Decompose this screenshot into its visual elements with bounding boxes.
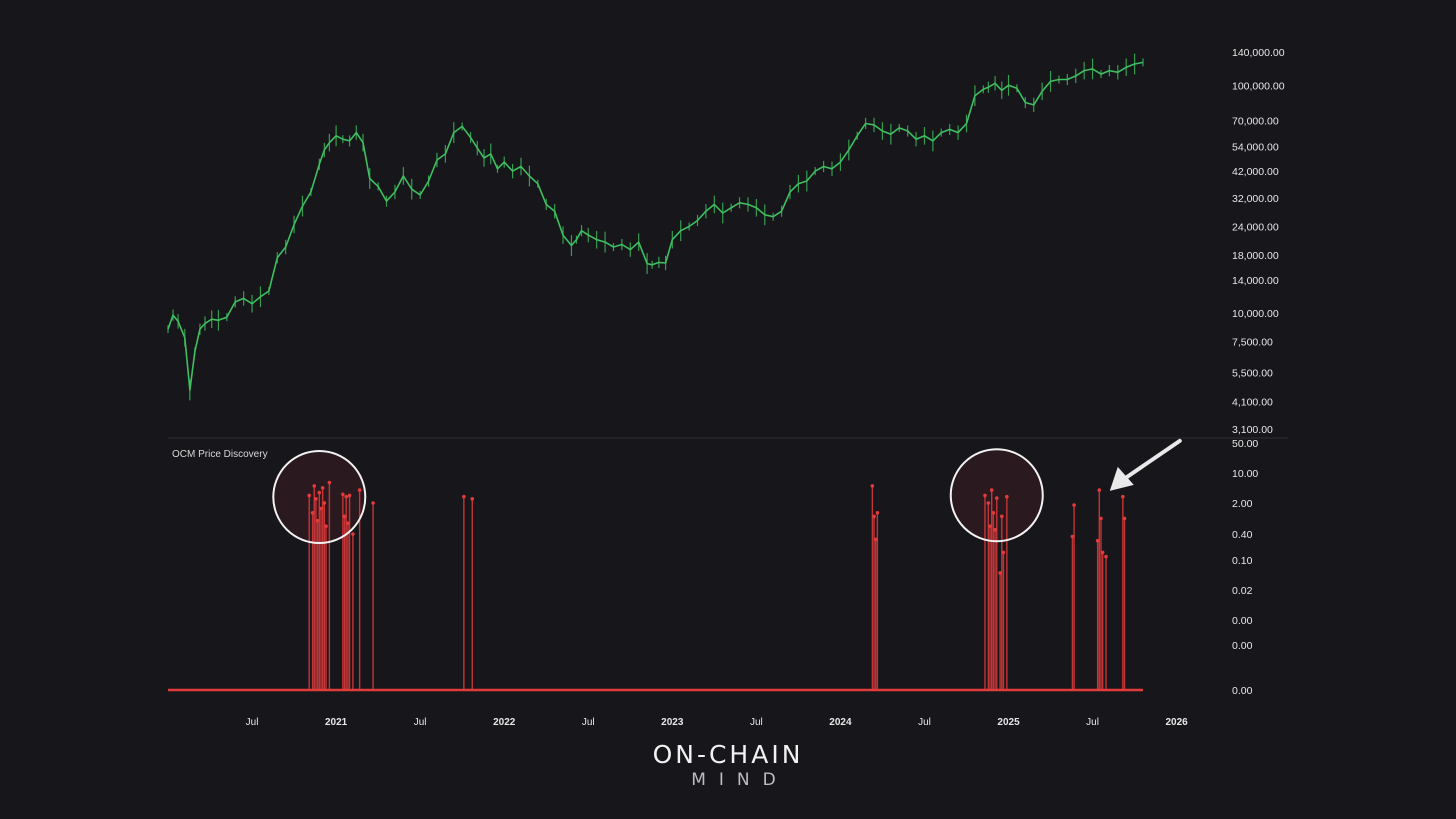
x-tick: Jul: [246, 717, 259, 728]
indicator-point: [371, 501, 375, 505]
indicator-point: [317, 490, 322, 495]
indicator-y-tick: 0.00: [1232, 615, 1253, 627]
x-tick: 2024: [829, 717, 852, 728]
indicator-point: [319, 506, 323, 511]
indicator-point: [986, 501, 991, 505]
indicator-point: [315, 518, 320, 523]
indicator-point: [1095, 538, 1100, 543]
indicator-point: [1099, 516, 1103, 521]
indicator-point: [993, 527, 997, 532]
indicator-y-tick: 2.00: [1232, 498, 1253, 510]
indicator-point: [875, 511, 880, 515]
indicator-point: [346, 521, 350, 526]
indicator-y-tick: 0.02: [1232, 585, 1253, 597]
indicator-point: [312, 484, 317, 488]
highlight-circle: [949, 448, 1044, 543]
x-tick: 2026: [1165, 717, 1188, 728]
price-y-tick: 4,100.00: [1232, 396, 1273, 408]
indicator-point: [341, 492, 345, 497]
indicator-point: [470, 497, 475, 501]
indicator-point: [462, 494, 466, 499]
indicator-point: [322, 501, 327, 505]
indicator-y-axis: 50.00 10.00 2.00 0.40 0.10 0.02 0.00 0.00 0.00: [1232, 438, 1258, 697]
indicator-y-tick: 50.00: [1232, 438, 1258, 450]
x-tick: Jul: [750, 717, 763, 728]
arrow-shaft: [1120, 438, 1182, 482]
x-tick: Jul: [582, 717, 595, 728]
price-y-tick: 100,000.00: [1232, 80, 1285, 92]
indicator-point: [873, 537, 878, 542]
indicator-point: [351, 532, 355, 536]
indicator-y-tick: 0.00: [1232, 685, 1253, 697]
indicator-point: [1072, 503, 1076, 507]
indicator-y-tick: 10.00: [1232, 468, 1258, 480]
indicator-point: [994, 496, 999, 500]
indicator-point: [344, 494, 348, 499]
price-y-tick: 32,000.00: [1232, 193, 1279, 205]
x-tick: 2023: [661, 717, 684, 728]
indicator-point: [1005, 494, 1009, 499]
price-y-tick: 14,000.00: [1232, 275, 1279, 287]
indicator-point: [1121, 494, 1125, 499]
highlight-circle: [272, 450, 367, 544]
indicator-point: [999, 514, 1004, 519]
indicator-point: [320, 486, 325, 490]
price-y-tick: 54,000.00: [1232, 141, 1279, 153]
price-y-tick: 10,000.00: [1232, 308, 1279, 320]
indicator-point: [307, 493, 312, 498]
price-y-tick: 140,000.00: [1232, 47, 1285, 59]
indicator-point: [998, 571, 1002, 575]
brand-logo-top: ON-CHAIN: [652, 740, 804, 769]
indicator-point: [1122, 516, 1127, 521]
price-y-tick: 3,100.00: [1232, 424, 1273, 436]
price-y-tick: 42,000.00: [1232, 166, 1279, 178]
arrow-head: [1109, 466, 1134, 491]
price-y-tick: 70,000.00: [1232, 116, 1279, 128]
x-tick: 2025: [997, 717, 1020, 728]
indicator-y-tick: 0.00: [1232, 640, 1253, 652]
indicator-point: [983, 493, 987, 498]
indicator-panel: [168, 480, 1143, 692]
indicator-point: [989, 488, 994, 492]
indicator-point: [314, 497, 318, 501]
indicator-point: [1104, 554, 1108, 559]
x-tick: 2021: [325, 717, 348, 728]
indicator-y-tick: 0.40: [1232, 529, 1253, 541]
annotations: [272, 438, 1182, 544]
arrow-icon: [1109, 438, 1182, 491]
indicator-point: [1100, 550, 1105, 555]
indicator-point: [870, 484, 875, 488]
indicator-point: [347, 493, 352, 498]
price-y-tick: 5,500.00: [1232, 367, 1273, 379]
x-axis: Jul 2021 Jul 2022 Jul 2023 Jul 2024 Jul 2025 Jul 20…: [246, 717, 1189, 728]
indicator-point: [991, 511, 996, 515]
indicator-point: [310, 511, 315, 515]
price-panel: [167, 53, 1144, 401]
x-tick: Jul: [414, 717, 427, 728]
indicator-point: [1070, 534, 1075, 539]
price-y-tick: 7,500.00: [1232, 337, 1273, 349]
indicator-point: [324, 524, 328, 528]
price-y-tick: 24,000.00: [1232, 221, 1279, 233]
price-y-axis: 140,000.00 100,000.00 70,000.00 54,000.00 42…: [1232, 47, 1285, 436]
indicator-title: OCM Price Discovery: [172, 449, 268, 460]
indicator-point: [1097, 488, 1102, 492]
indicator-point: [327, 480, 332, 485]
indicator-point: [357, 488, 362, 492]
price-line: [167, 61, 1144, 391]
brand-logo-bottom: MIND: [691, 770, 789, 790]
indicator-point: [1001, 550, 1006, 555]
x-tick: Jul: [1086, 717, 1099, 728]
indicator-point: [988, 524, 992, 528]
indicator-y-tick: 0.10: [1232, 555, 1253, 567]
indicator-point: [342, 514, 347, 519]
price-y-tick: 18,000.00: [1232, 250, 1279, 262]
x-tick: 2022: [493, 717, 516, 728]
x-tick: Jul: [918, 717, 931, 728]
indicator-point: [872, 514, 876, 519]
